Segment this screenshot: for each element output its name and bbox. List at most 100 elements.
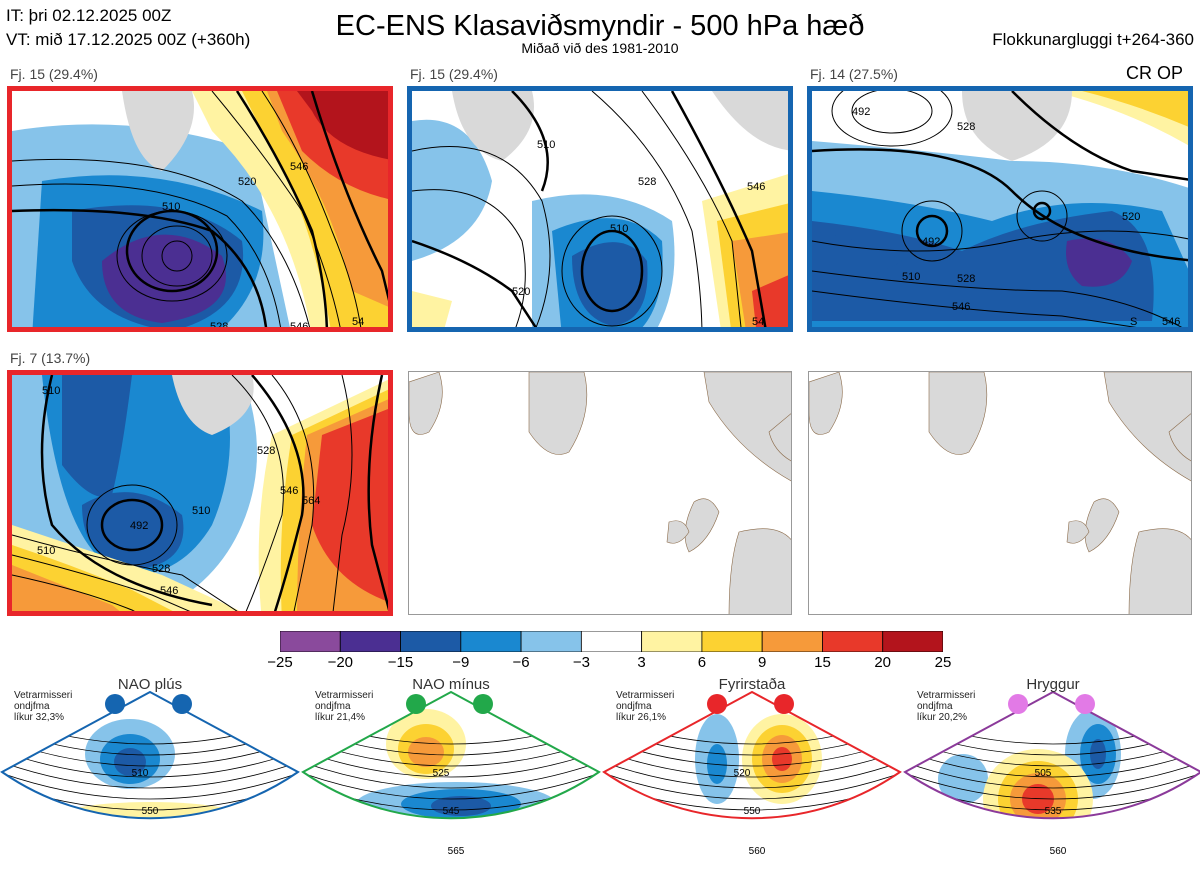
regime-contour-label: 525 — [433, 768, 450, 779]
contour-label: 546 — [1162, 316, 1180, 328]
regime-dot — [172, 694, 192, 714]
regime-stats: Vetrarmisseri ondjfma líkur 26,1% — [616, 690, 696, 723]
colorbar-tick-label: 15 — [803, 654, 843, 671]
colorbar-swatch — [340, 631, 400, 652]
regime-stats-line: Vetrarmisseri — [14, 690, 94, 701]
colorbar-swatch — [581, 631, 641, 652]
regime-stats-line: ondjfma — [14, 701, 94, 712]
panel-1-label: Fj. 15 (29.4%) — [10, 66, 98, 82]
colorbar-tick-label: 6 — [682, 654, 722, 671]
regime-stats-line: líkur 32,3% — [14, 712, 94, 723]
colorbar-swatch — [762, 631, 822, 652]
contour-label: 528 — [257, 445, 275, 457]
regime-stats-line: Vetrarmisseri — [917, 690, 997, 701]
regime-stats-line: ondjfma — [315, 701, 395, 712]
cluster-map-3[interactable]: 492 492 510 528 546 520 528 546 S — [807, 86, 1193, 332]
regime-stats: Vetrarmisseri ondjfma líkur 20,2% — [917, 690, 997, 723]
cr-op-label: CR OP — [1126, 63, 1183, 84]
panel-3-label: Fj. 14 (27.5%) — [810, 66, 898, 82]
contour-label: 528 — [957, 121, 975, 133]
colorbar-swatch — [280, 631, 340, 652]
height-contour — [0, 824, 300, 854]
cluster-map-4[interactable]: 510 492 510 528 546 546 564 510 528 — [7, 370, 393, 616]
height-contour — [0, 835, 300, 865]
colorbar-swatch — [642, 631, 702, 652]
contour-label: 528 — [957, 273, 975, 285]
regime-stats: Vetrarmisseri ondjfma líkur 32,3% — [14, 690, 94, 723]
regime-stats-line: líkur 20,2% — [917, 712, 997, 723]
contour-label: 564 — [302, 495, 320, 507]
colorbar-tick-label: −3 — [561, 654, 601, 671]
regime-panel[interactable]: 505 535 560 Hryggur Vetrarmisseri ondjfma líku… — [903, 674, 1200, 871]
anomaly-blob — [938, 754, 988, 804]
regime-name: NAO mínus — [391, 676, 511, 693]
contour-label: 520 — [512, 286, 530, 298]
colorbar-tick-label: 25 — [923, 654, 963, 671]
regime-dot — [1075, 694, 1095, 714]
contour-label: 546 — [290, 321, 308, 332]
regime-contour-label: 505 — [1035, 768, 1052, 779]
regime-stats-line: ondjfma — [917, 701, 997, 712]
regime-panel[interactable]: 510 550 NAO plús Vetrarmisseri ondjfma líkur … — [0, 674, 300, 871]
colorbar-swatch — [883, 631, 943, 652]
colorbar-tick-label: −25 — [260, 654, 300, 671]
cluster-map-2[interactable]: 510 520 528 546 510 54 — [407, 86, 793, 332]
colorbar-swatch — [702, 631, 762, 652]
colorbar-ticks: −25 −20 −15 −9 −6 −3 3 6 9 15 20 25 — [0, 654, 1200, 674]
contour-label: S — [1130, 316, 1137, 328]
colorbar-swatch — [822, 631, 882, 652]
colorbar-tick-label: −20 — [320, 654, 360, 671]
panel-4-label: Fj. 7 (13.7%) — [10, 350, 90, 366]
panel-2-label: Fj. 15 (29.4%) — [410, 66, 498, 82]
anomaly-blob — [772, 747, 792, 771]
regime-contour-label: 545 — [443, 806, 460, 817]
empty-map-5[interactable] — [408, 371, 792, 615]
regime-stats-line: líkur 21,4% — [315, 712, 395, 723]
contour-label: 520 — [1122, 211, 1140, 223]
regime-contour-label: 510 — [132, 768, 149, 779]
colorbar-tick-label: 20 — [863, 654, 903, 671]
colorbar-swatch — [461, 631, 521, 652]
regime-panel[interactable]: 520 550 560 Fyrirstaða Vetrarmisseri ondjfma l… — [602, 674, 902, 871]
empty-map-6[interactable] — [808, 371, 1192, 615]
regime-dot — [707, 694, 727, 714]
colorbar-tick-label: −15 — [381, 654, 421, 671]
contour-label: 546 — [160, 585, 178, 597]
contour-label: 520 — [238, 176, 256, 188]
regime-stats-line: ondjfma — [616, 701, 696, 712]
contour-label: 546 — [747, 181, 765, 193]
colorbar-tick-label: −9 — [441, 654, 481, 671]
anomaly-blob — [1018, 853, 1048, 865]
contour-label: 492 — [130, 520, 148, 532]
regime-name: NAO plús — [90, 676, 210, 693]
regime-stats: Vetrarmisseri ondjfma líkur 21,4% — [315, 690, 395, 723]
regime-panel[interactable]: 525 545 565 NAO mínus Vetrarmisseri ondjfma lí… — [301, 674, 601, 871]
contour-label: 510 — [162, 201, 180, 213]
regime-dot — [406, 694, 426, 714]
colorbar — [280, 631, 943, 652]
regime-contour-label: 550 — [744, 806, 761, 817]
colorbar-swatch — [521, 631, 581, 652]
contour-label: 528 — [210, 321, 228, 332]
regime-name: Fyrirstaða — [692, 676, 812, 693]
regime-contour-label: 535 — [1045, 806, 1062, 817]
contour-label: 546 — [280, 485, 298, 497]
contour-label: 492 — [922, 236, 940, 248]
contour-label: 510 — [610, 223, 628, 235]
regime-stats-line: líkur 26,1% — [616, 712, 696, 723]
regime-stats-line: Vetrarmisseri — [616, 690, 696, 701]
regime-name: Hryggur — [993, 676, 1113, 693]
regime-strip: 510 550 NAO plús Vetrarmisseri ondjfma líkur … — [0, 674, 1200, 871]
contour-label: 510 — [902, 271, 920, 283]
classification-window: Flokkunargluggi t+264-360 — [992, 30, 1194, 50]
contour-label: 510 — [537, 139, 555, 151]
contour-label: 528 — [152, 563, 170, 575]
regime-dot — [473, 694, 493, 714]
colorbar-swatch — [401, 631, 461, 652]
contour-label: 510 — [37, 545, 55, 557]
regime-contour-label: 560 — [1050, 846, 1067, 857]
regime-contour-label: 520 — [734, 768, 751, 779]
cluster-map-1[interactable]: 520 510 546 528 546 54 — [7, 86, 393, 332]
regime-dot — [105, 694, 125, 714]
contour-label: 546 — [952, 301, 970, 313]
